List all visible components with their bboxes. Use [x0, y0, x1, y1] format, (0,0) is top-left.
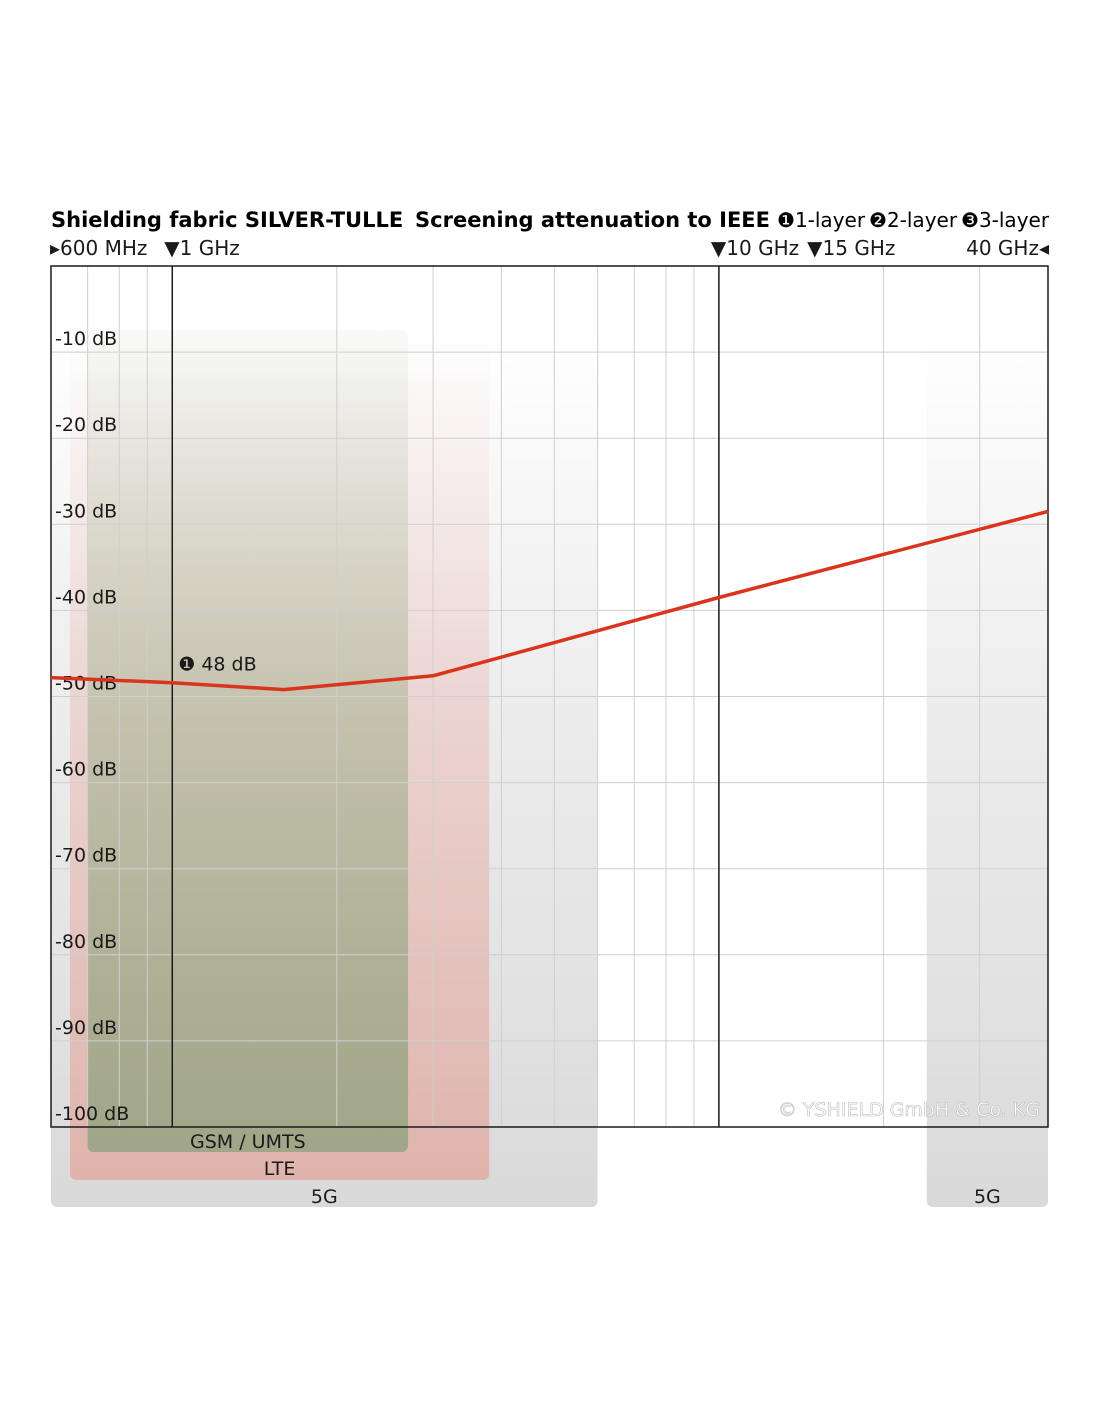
- y-tick-label: -40 dB: [55, 586, 117, 608]
- annotation-marker: ❶: [178, 654, 201, 676]
- y-tick-label: -80 dB: [55, 931, 117, 953]
- layer-3-marker: ❸: [961, 208, 979, 232]
- band-0: [87, 330, 409, 1152]
- band-label: GSM / UMTS: [190, 1131, 306, 1153]
- layer-2-marker: ❷: [869, 208, 887, 232]
- y-tick-label: -30 dB: [55, 500, 117, 522]
- series: [50, 509, 1049, 692]
- layer-3-label: 3-layer: [979, 208, 1050, 232]
- y-tick-label: -20 dB: [55, 414, 117, 436]
- subtitle-prefix: Screening attenuation to IEEE: [415, 208, 770, 232]
- y-tick-label: -10 dB: [55, 328, 117, 350]
- freq-marker: ▼10 GHz: [711, 236, 799, 260]
- freq-marker: 40 GHz◂: [966, 236, 1049, 260]
- freq-marker: ▸600 MHz: [50, 236, 147, 260]
- freq-marker: ▼15 GHz: [807, 236, 895, 260]
- series-line: [50, 509, 1049, 692]
- y-tick-label: -70 dB: [55, 845, 117, 867]
- y-tick-label: -100 dB: [55, 1103, 129, 1125]
- legend-layer-1: ❶1-layer: [777, 208, 866, 232]
- grid: [51, 266, 1048, 1127]
- band-3: [926, 330, 1048, 1207]
- band-labels: GSM / UMTS LTE 5G 5G: [190, 1131, 1001, 1208]
- y-tick-label: -50 dB: [55, 673, 117, 695]
- layer-1-label: 1-layer: [795, 208, 866, 232]
- plot-frame: [50, 265, 1049, 1128]
- y-tick-label: -60 dB: [55, 759, 117, 781]
- chart-title: Shielding fabric SILVER-TULLE: [51, 208, 403, 232]
- legend-layer-2: ❷2-layer: [869, 208, 958, 232]
- annotation-value: 48 dB: [201, 654, 256, 676]
- layer-1-marker: ❶: [777, 208, 795, 232]
- band-label: 5G: [974, 1186, 1001, 1208]
- legend-layer-3: ❸3-layer: [961, 208, 1050, 232]
- annotations: ❶ 48 dB: [178, 654, 256, 676]
- reference-lines: [171, 266, 720, 1127]
- band-label: 5G: [311, 1186, 338, 1208]
- freq-marker: ▼1 GHz: [164, 236, 240, 260]
- copyright-text: © YSHIELD GmbH & Co. KG: [778, 1099, 1040, 1121]
- y-tick-label: -90 dB: [55, 1017, 117, 1039]
- chart-subtitle: Screening attenuation to IEEE ❶1-layer ❷…: [415, 208, 1050, 232]
- frequency-bands: [51, 330, 1048, 1207]
- frequency-markers: ▸600 MHz ▼1 GHz ▼10 GHz ▼15 GHz 40 GHz◂: [50, 236, 1049, 260]
- annotation-label: ❶ 48 dB: [178, 654, 256, 676]
- layer-2-label: 2-layer: [887, 208, 958, 232]
- band-label: LTE: [264, 1158, 296, 1180]
